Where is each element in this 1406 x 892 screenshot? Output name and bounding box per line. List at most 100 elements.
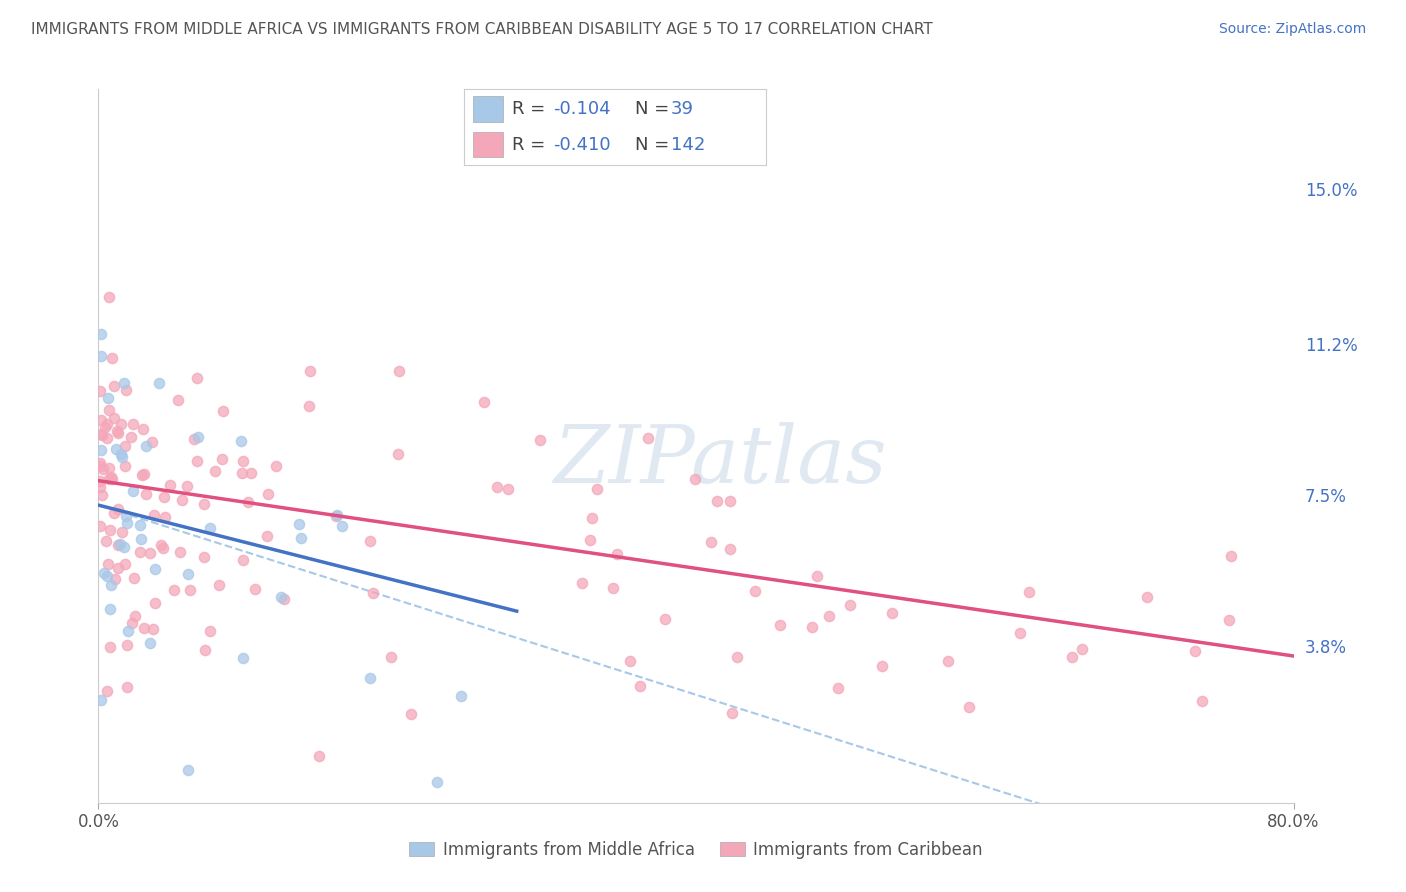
Point xyxy=(200,521,222,535)
Point xyxy=(450,690,472,704)
Point xyxy=(308,748,330,763)
Point xyxy=(111,525,134,540)
Point xyxy=(571,576,593,591)
Point xyxy=(139,636,162,650)
Point xyxy=(579,533,602,548)
Point xyxy=(827,681,849,695)
Point xyxy=(90,413,112,427)
Point xyxy=(288,517,311,532)
Point xyxy=(359,671,381,685)
Point xyxy=(97,391,120,405)
Point xyxy=(141,622,163,636)
Point xyxy=(101,472,124,486)
Point xyxy=(148,376,170,390)
Point xyxy=(152,541,174,555)
Point xyxy=(132,621,155,635)
Point xyxy=(163,582,186,597)
Point xyxy=(1220,549,1243,564)
Point xyxy=(94,533,117,548)
Point xyxy=(91,488,114,502)
Point xyxy=(108,537,131,551)
Point xyxy=(330,519,353,533)
Point xyxy=(839,598,862,612)
Point xyxy=(159,478,181,492)
Point xyxy=(193,643,215,657)
Point xyxy=(325,508,347,523)
Point xyxy=(699,535,721,549)
Point xyxy=(153,510,176,524)
Point xyxy=(129,545,152,559)
Point xyxy=(103,410,125,425)
Point xyxy=(380,650,402,665)
Point xyxy=(606,547,628,561)
Point xyxy=(800,620,823,634)
Bar xyxy=(472,132,503,158)
Point xyxy=(131,468,153,483)
Point xyxy=(177,566,200,581)
Point xyxy=(399,707,422,722)
Point xyxy=(1071,642,1094,657)
Point xyxy=(1218,613,1240,627)
Point xyxy=(121,616,143,631)
Point xyxy=(212,404,235,418)
Point xyxy=(388,364,411,378)
Point xyxy=(89,458,111,473)
Point xyxy=(117,624,139,639)
Point xyxy=(1135,590,1157,604)
Point xyxy=(207,577,229,591)
Point xyxy=(654,612,676,626)
Point xyxy=(177,763,200,777)
Point xyxy=(94,420,117,434)
Point xyxy=(238,495,260,509)
Point xyxy=(1060,650,1083,665)
Point xyxy=(1018,585,1040,599)
Point xyxy=(167,393,190,408)
Point xyxy=(150,538,173,552)
Point xyxy=(117,516,139,530)
Point xyxy=(121,483,143,498)
Text: ZIPatlas: ZIPatlas xyxy=(553,422,887,499)
Point xyxy=(298,399,321,413)
Point xyxy=(817,609,839,624)
Point xyxy=(496,482,519,496)
Point xyxy=(581,511,603,525)
Point xyxy=(183,432,205,446)
Point xyxy=(91,462,114,476)
Point xyxy=(97,557,120,571)
Point xyxy=(806,569,828,583)
Text: 39: 39 xyxy=(671,100,695,118)
Text: -0.410: -0.410 xyxy=(553,136,610,153)
Point xyxy=(232,553,254,567)
Point xyxy=(100,351,122,365)
Text: R =: R = xyxy=(512,100,551,118)
Point xyxy=(110,447,132,461)
Point xyxy=(720,494,742,508)
Point xyxy=(107,538,129,552)
Point xyxy=(718,541,741,556)
Point xyxy=(141,434,163,449)
Point xyxy=(232,651,254,665)
Point xyxy=(96,431,118,445)
Text: IMMIGRANTS FROM MIDDLE AFRICA VS IMMIGRANTS FROM CARIBBEAN DISABILITY AGE 5 TO 1: IMMIGRANTS FROM MIDDLE AFRICA VS IMMIGRA… xyxy=(31,22,932,37)
Point xyxy=(186,371,208,385)
Point xyxy=(299,364,322,378)
Point xyxy=(112,376,135,390)
Point xyxy=(720,706,742,721)
Point xyxy=(229,434,252,449)
Point xyxy=(96,569,118,583)
Point xyxy=(90,349,112,363)
Point xyxy=(90,693,112,707)
Point xyxy=(110,417,132,432)
Point xyxy=(89,474,111,488)
Point xyxy=(152,491,174,505)
Point xyxy=(105,424,128,438)
Point xyxy=(619,654,641,668)
Point xyxy=(107,502,129,516)
Point xyxy=(1184,644,1206,658)
Point xyxy=(529,433,551,447)
Point xyxy=(114,557,136,571)
Text: 15.0%: 15.0% xyxy=(1305,182,1357,200)
Point xyxy=(90,326,112,341)
Point xyxy=(880,606,903,620)
Point xyxy=(115,638,138,652)
